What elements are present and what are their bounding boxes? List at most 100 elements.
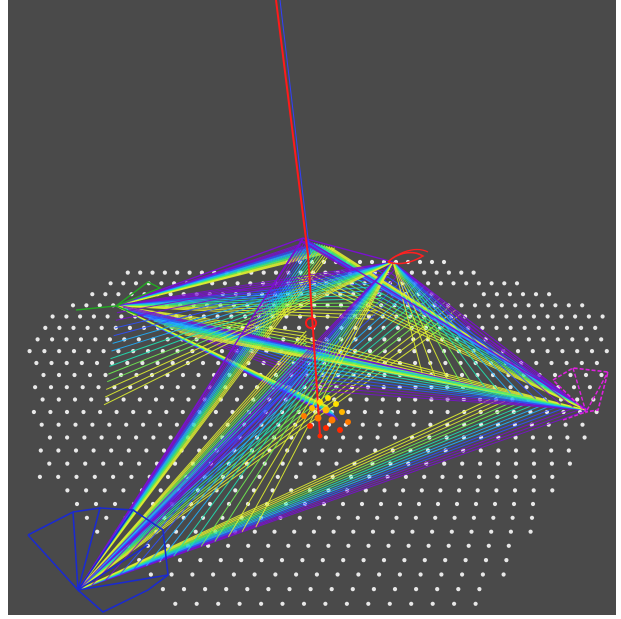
grid-point bbox=[426, 281, 431, 286]
ray-line bbox=[108, 261, 394, 375]
grid-point bbox=[177, 558, 183, 563]
ray-line bbox=[77, 406, 558, 591]
grid-point bbox=[382, 488, 387, 493]
grid-point bbox=[494, 488, 499, 493]
grid-point bbox=[116, 435, 121, 440]
grid-point bbox=[446, 270, 451, 275]
grid-point bbox=[175, 385, 180, 390]
hot-spot bbox=[301, 395, 351, 439]
grid-point bbox=[397, 501, 403, 507]
ray-line bbox=[227, 261, 394, 537]
grid-point bbox=[222, 281, 227, 286]
grid-point bbox=[129, 474, 134, 479]
grid-point bbox=[292, 529, 297, 534]
grid-point bbox=[175, 270, 180, 275]
grid-point bbox=[169, 572, 174, 577]
grid-point bbox=[357, 259, 363, 265]
grid-point bbox=[464, 281, 469, 286]
hot-spot-point bbox=[323, 425, 329, 431]
grid-point bbox=[98, 409, 103, 415]
grid-point bbox=[512, 337, 517, 342]
grid-point bbox=[476, 281, 481, 286]
grid-point bbox=[411, 422, 416, 427]
grid-point bbox=[203, 587, 208, 592]
grid-point bbox=[460, 572, 465, 577]
ray-line bbox=[159, 261, 394, 562]
ray-line bbox=[115, 305, 305, 337]
grid-point bbox=[144, 448, 149, 453]
ray-line bbox=[304, 345, 587, 411]
grid-point bbox=[582, 435, 587, 440]
ray-line bbox=[146, 261, 394, 567]
scene-canvas[interactable] bbox=[8, 0, 616, 615]
grid-point bbox=[168, 435, 173, 440]
grid-point bbox=[513, 474, 518, 479]
camera-bottom-left-frustum bbox=[77, 574, 169, 613]
grid-point bbox=[101, 349, 106, 354]
grid-point bbox=[147, 409, 152, 415]
grid-point bbox=[324, 337, 329, 342]
grid-point bbox=[213, 409, 218, 415]
grid-point bbox=[366, 314, 371, 319]
grid-point bbox=[490, 314, 495, 319]
grid-point bbox=[513, 448, 519, 453]
ray-line bbox=[115, 305, 379, 308]
grid-point bbox=[477, 474, 482, 479]
grid-point bbox=[105, 314, 110, 319]
grid-point bbox=[47, 461, 52, 466]
grid-point bbox=[287, 587, 292, 592]
grid-point bbox=[323, 601, 328, 606]
grid-point bbox=[86, 349, 91, 354]
grid-point bbox=[346, 543, 351, 548]
grid-point bbox=[520, 292, 526, 297]
grid-point bbox=[116, 349, 121, 354]
grid-point bbox=[459, 270, 464, 275]
ray-line bbox=[348, 268, 587, 411]
grid-point bbox=[511, 501, 517, 507]
grid-point bbox=[302, 448, 307, 453]
grid-point bbox=[280, 461, 285, 466]
grid-point bbox=[587, 385, 593, 390]
ray-outline bbox=[302, 237, 394, 263]
grid-point bbox=[131, 409, 136, 415]
grid-point bbox=[422, 474, 427, 479]
ray-marker bbox=[305, 317, 317, 329]
grid-point bbox=[133, 281, 139, 286]
grid-point bbox=[429, 409, 434, 415]
grid-point bbox=[469, 529, 474, 534]
grid-point bbox=[356, 572, 361, 577]
hot-spot-point bbox=[309, 405, 315, 411]
grid-point bbox=[531, 488, 536, 493]
grid-point bbox=[346, 409, 351, 415]
grid-point bbox=[92, 474, 97, 479]
grid-point bbox=[526, 303, 531, 308]
grid-point bbox=[481, 292, 486, 297]
grid-point bbox=[159, 385, 164, 390]
ray-line bbox=[392, 261, 499, 391]
grid-point bbox=[173, 601, 178, 606]
grid-point bbox=[395, 325, 400, 330]
grid-point bbox=[559, 314, 564, 319]
grid-point bbox=[104, 515, 109, 520]
ray-line bbox=[115, 305, 328, 407]
grid-point bbox=[575, 397, 580, 402]
grid-point bbox=[490, 372, 496, 378]
grid-point bbox=[518, 314, 523, 319]
3d-viewport[interactable] bbox=[8, 0, 616, 615]
grid-point bbox=[460, 461, 465, 466]
grid-point bbox=[39, 422, 44, 427]
grid-point bbox=[477, 587, 482, 592]
grid-point bbox=[57, 325, 62, 330]
grid-point bbox=[174, 422, 179, 427]
grid-point bbox=[219, 349, 225, 354]
grid-point bbox=[164, 409, 169, 415]
grid-point bbox=[552, 372, 558, 378]
grid-point bbox=[181, 587, 187, 592]
grid-point bbox=[549, 461, 555, 466]
grid-point bbox=[170, 360, 175, 366]
grid-point bbox=[329, 587, 334, 592]
grid-point bbox=[409, 601, 414, 606]
ray-line bbox=[115, 305, 309, 381]
grid-point bbox=[193, 529, 198, 534]
grid-point bbox=[513, 461, 519, 466]
